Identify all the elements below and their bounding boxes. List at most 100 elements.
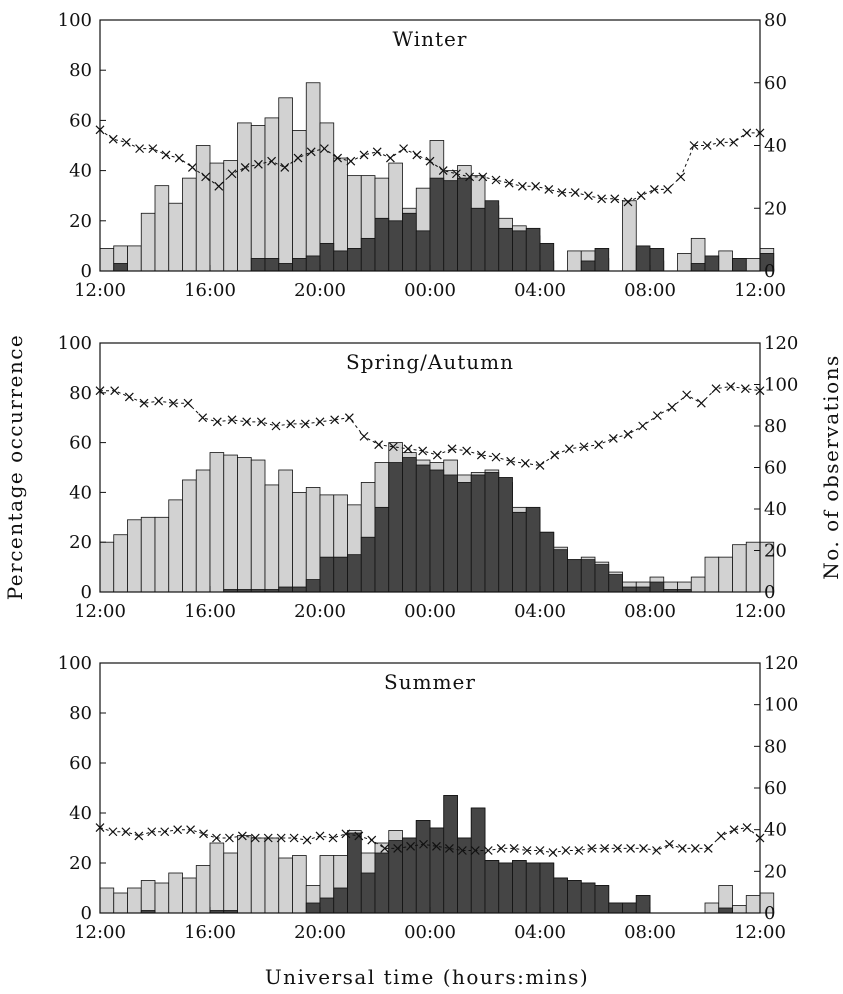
- x-tick-label: 04:00: [514, 601, 566, 622]
- bar-dark: [415, 464, 431, 593]
- bar-dark: [250, 258, 266, 272]
- observation-point: [346, 156, 356, 166]
- bar-light: [127, 245, 142, 272]
- observation-point: [652, 411, 662, 421]
- bar-light: [209, 452, 225, 593]
- observation-point: [263, 833, 273, 843]
- observation-point: [344, 413, 354, 423]
- observation-point: [639, 843, 648, 853]
- y-tick-label: 20: [69, 853, 92, 874]
- bar-light: [250, 837, 266, 914]
- observation-point: [649, 185, 659, 194]
- bar-dark: [360, 872, 376, 914]
- bar-dark: [580, 882, 596, 914]
- observation-point: [470, 846, 480, 855]
- bar-dark: [347, 248, 362, 272]
- observation-point: [199, 829, 208, 839]
- observation-point: [451, 169, 461, 179]
- observation-point: [579, 442, 589, 452]
- bar-light: [732, 544, 747, 593]
- observation-point: [729, 825, 739, 835]
- observation-point: [161, 150, 171, 160]
- bar-light: [278, 469, 293, 593]
- y-tick-label: 0: [81, 582, 92, 603]
- bar-dark: [539, 531, 555, 593]
- bar-light: [195, 865, 211, 914]
- observation-point: [186, 825, 196, 835]
- observation-point: [242, 417, 252, 427]
- x-tick-label: 16:00: [184, 922, 236, 943]
- observation-point: [280, 163, 290, 172]
- observation-point: [315, 831, 325, 841]
- bar-dark: [402, 457, 417, 593]
- bar-dark: [580, 559, 596, 593]
- observation-point: [432, 841, 441, 851]
- y2-tick-label: 0: [764, 261, 775, 282]
- bar-dark: [374, 217, 390, 272]
- bar-dark: [443, 180, 458, 272]
- bar-dark: [635, 895, 651, 914]
- panel-title: Spring/Autumn: [346, 350, 514, 374]
- observation-point: [676, 172, 686, 182]
- observation-point: [517, 181, 527, 191]
- observation-point: [160, 827, 170, 837]
- bar-dark: [415, 820, 431, 914]
- y2-tick-label: 40: [764, 820, 787, 841]
- observation-point: [110, 386, 120, 396]
- bar-dark: [429, 469, 445, 593]
- observation-point: [147, 827, 157, 837]
- x-tick-label: 12:00: [74, 922, 126, 943]
- bar-light: [732, 905, 747, 914]
- y-tick-label: 0: [81, 903, 92, 924]
- bar-dark: [512, 230, 527, 272]
- observation-point: [682, 390, 692, 400]
- observation-point: [716, 831, 726, 841]
- y2-tick-label: 80: [764, 10, 787, 31]
- bar-light: [168, 499, 183, 593]
- observation-point: [293, 153, 303, 163]
- observation-point: [462, 446, 472, 456]
- bar-light: [127, 519, 142, 593]
- observations-line: [99, 129, 760, 203]
- bar-light: [264, 117, 280, 272]
- bar-light: [99, 248, 115, 272]
- bar-dark: [498, 862, 513, 914]
- panel-title: Summer: [384, 670, 476, 694]
- bar-dark: [512, 860, 527, 914]
- bar-dark: [333, 250, 348, 272]
- x-tick-label: 08:00: [624, 922, 676, 943]
- observation-point: [587, 843, 597, 853]
- bar-dark: [443, 474, 458, 593]
- bar-dark: [305, 579, 321, 593]
- bar-dark: [594, 564, 610, 593]
- bar-light: [113, 892, 128, 914]
- bar-light: [718, 556, 733, 593]
- observation-point: [726, 382, 736, 391]
- bar-light: [622, 200, 637, 272]
- observation-point: [715, 137, 725, 147]
- y-tick-label: 20: [69, 211, 92, 232]
- bar-light: [127, 887, 142, 914]
- bar-light: [690, 576, 706, 593]
- observation-point: [689, 141, 699, 150]
- bar-dark: [429, 827, 445, 914]
- x-tick-label: 00:00: [404, 922, 456, 943]
- observation-point: [623, 197, 633, 207]
- observation-point: [677, 843, 687, 853]
- y2-tick-label: 40: [764, 499, 787, 520]
- observation-point: [418, 446, 428, 456]
- observation-point: [224, 833, 234, 843]
- bar-light: [745, 541, 761, 593]
- y2-tick-label: 120: [764, 333, 798, 354]
- observation-point: [148, 144, 158, 154]
- observation-point: [742, 128, 752, 138]
- y-tick-label: 80: [69, 383, 92, 404]
- x-tick-label: 12:00: [734, 601, 786, 622]
- bar-dark: [333, 887, 348, 914]
- x-tick-label: 08:00: [624, 601, 676, 622]
- bar-dark: [333, 556, 348, 593]
- x-tick-label: 16:00: [184, 280, 236, 301]
- bar-dark: [525, 506, 541, 593]
- observation-point: [173, 825, 183, 835]
